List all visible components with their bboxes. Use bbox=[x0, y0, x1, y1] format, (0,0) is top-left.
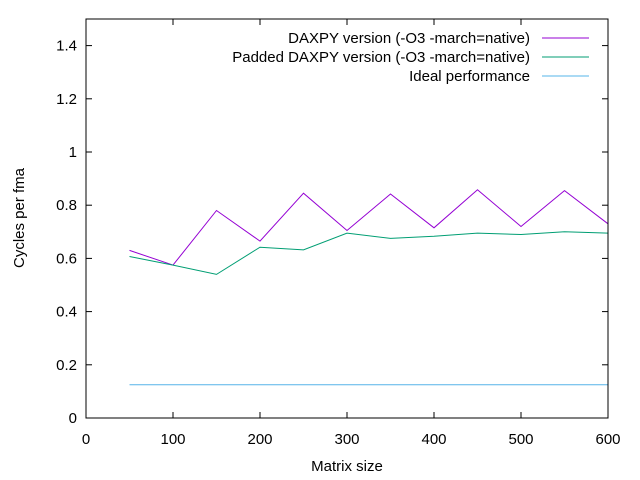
y-tick-label: 0.6 bbox=[56, 250, 77, 267]
x-tick-label: 600 bbox=[595, 431, 620, 448]
x-tick-label: 500 bbox=[508, 431, 533, 448]
tick-layer: 0 100 200 300 400 500 600 0 0.2 0.4 0.6 0.8 1 1.2 1.4 bbox=[56, 19, 621, 448]
x-tick-label: 200 bbox=[247, 431, 272, 448]
y-tick-label: 1 bbox=[69, 144, 77, 161]
y-tick-label: 0.8 bbox=[56, 197, 77, 214]
legend: DAXPY version (-O3 -march=native) Padded … bbox=[232, 30, 589, 85]
x-tick-label: 0 bbox=[82, 431, 90, 448]
y-tick-label: 0.2 bbox=[56, 357, 77, 374]
plot-frame bbox=[85, 18, 609, 419]
series-line-2 bbox=[129, 231, 609, 275]
y-tick-label: 0 bbox=[69, 410, 77, 427]
y-tick-label: 1.4 bbox=[56, 38, 77, 55]
y-tick-label: 1.2 bbox=[56, 91, 77, 108]
x-axis-label: Matrix size bbox=[311, 458, 383, 475]
x-tick-label: 100 bbox=[160, 431, 185, 448]
y-axis-label: Cycles per fma bbox=[11, 167, 28, 268]
series-line-1 bbox=[129, 189, 609, 266]
x-tick-label: 400 bbox=[421, 431, 446, 448]
y-tick-label: 0.4 bbox=[56, 304, 77, 321]
series-layer bbox=[129, 189, 609, 386]
x-tick-label: 300 bbox=[334, 431, 359, 448]
legend-label-1: DAXPY version (-O3 -march=native) bbox=[288, 30, 530, 47]
legend-label-2: Padded DAXPY version (-O3 -march=native) bbox=[232, 49, 530, 66]
legend-label-3: Ideal performance bbox=[409, 68, 530, 85]
